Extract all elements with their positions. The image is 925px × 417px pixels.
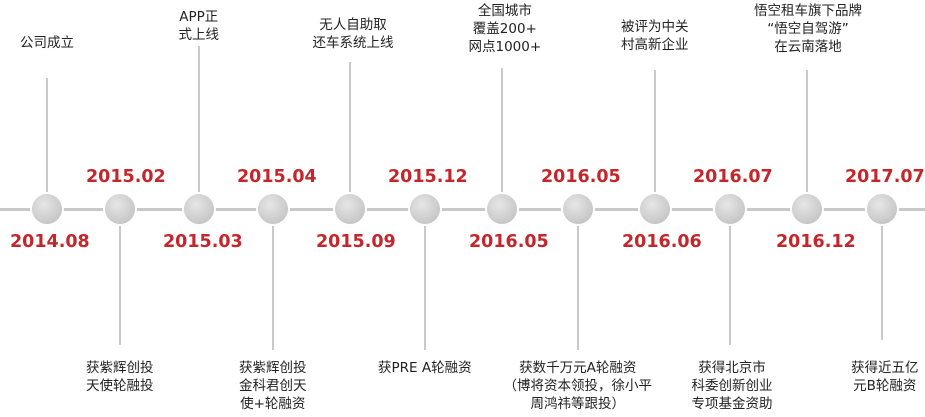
event-date: 2015.12 [388,167,468,187]
event-description-line: 元B轮融资 [853,378,917,394]
event-description-line: 被评为中关 [621,19,689,35]
event-description-line: 获紫辉创投 [86,360,154,376]
event-connector [806,70,808,192]
event-description-line: 获数千万元A轮融资 [519,360,637,376]
event-date: 2014.08 [10,232,90,252]
event-connector [349,62,351,192]
event-description: 被评为中关村高新企业 [621,18,689,54]
event-description-line: 专项基金资助 [691,396,773,412]
event-description: 获得北京市科委创新创业 专项基金资助 [692,359,773,413]
event-date: 2015.09 [316,232,396,252]
event-description-line: 无人自助取 [319,17,387,33]
event-description-line: APP正 [179,9,219,25]
event-description-line: 覆盖200+ [472,21,537,37]
event-description-line: 式上线 [178,27,220,43]
event-connector [119,226,121,345]
event-description-line: 公司成立 [20,35,74,51]
event-description-line: 周鸿祎等跟投） [530,396,626,412]
event-connector [577,226,579,350]
event-node [105,194,135,224]
event-description: 无人自助取还车系统上线 [313,16,394,52]
event-node [487,194,517,224]
event-node [335,194,365,224]
event-description: 悟空租车旗下品牌 “悟空自驾游” 在云南落地 [754,2,862,56]
event-description-line: 村高新企业 [621,37,689,53]
event-description-line: 网点1000+ [468,39,542,55]
event-description-line: 使+轮融资 [240,396,306,412]
event-description-line: 全国城市 [477,3,532,19]
event-description-line: （博将资本领投，徐小平 [503,378,653,394]
event-node [563,194,593,224]
event-connector [198,46,200,192]
event-description-line: 金科君创天 [239,378,307,394]
event-node [184,194,214,224]
event-description: 获PRE A轮融资 [378,359,472,377]
event-date: 2015.04 [237,167,317,187]
event-description: 获紫辉创投金科君创天使+轮融资 [239,359,307,413]
event-description-line: 天使轮融投 [86,378,154,394]
event-connector [272,226,274,350]
event-description-line: 还车系统上线 [312,35,394,51]
event-connector [424,226,426,350]
event-description-line: 获得北京市 [698,360,766,376]
event-date: 2016.06 [622,232,702,252]
event-date: 2016.07 [693,167,773,187]
event-description-line: 获紫辉创投 [239,360,307,376]
event-description-line: 悟空租车旗下品牌 [754,3,862,19]
event-description: 公司成立 [20,34,74,52]
event-node [32,194,62,224]
event-description-line: “悟空自驾游” [767,21,849,37]
event-description: 全国城市覆盖200+ 网点1000+ [469,2,542,56]
event-description-line: 在云南落地 [774,39,842,55]
timeline-axis [0,208,925,211]
event-connector [46,78,48,192]
event-description-line: 科委创新创业 [691,378,773,394]
event-description: 获数千万元A轮融资 （博将资本领投，徐小平 周鸿祎等跟投） [504,359,653,413]
event-node [410,194,440,224]
event-node [867,194,897,224]
event-description: 获得近五亿元B轮融资 [851,359,919,395]
event-connector [881,226,883,340]
event-description-line: 获得近五亿 [851,360,919,376]
event-date: 2016.05 [541,167,621,187]
event-node [715,194,745,224]
event-date: 2016.12 [776,232,856,252]
event-connector [729,226,731,345]
event-description: APP正式上线 [179,8,220,44]
event-node [640,194,670,224]
event-description: 获紫辉创投天使轮融投 [86,359,154,395]
event-node [258,194,288,224]
event-date: 2017.07 [845,167,925,187]
event-connector [501,68,503,192]
event-node [792,194,822,224]
event-description-line: 获PRE A轮融资 [378,360,472,376]
event-date: 2015.03 [163,232,243,252]
event-date: 2015.02 [86,167,166,187]
event-connector [654,70,656,192]
event-date: 2016.05 [469,232,549,252]
